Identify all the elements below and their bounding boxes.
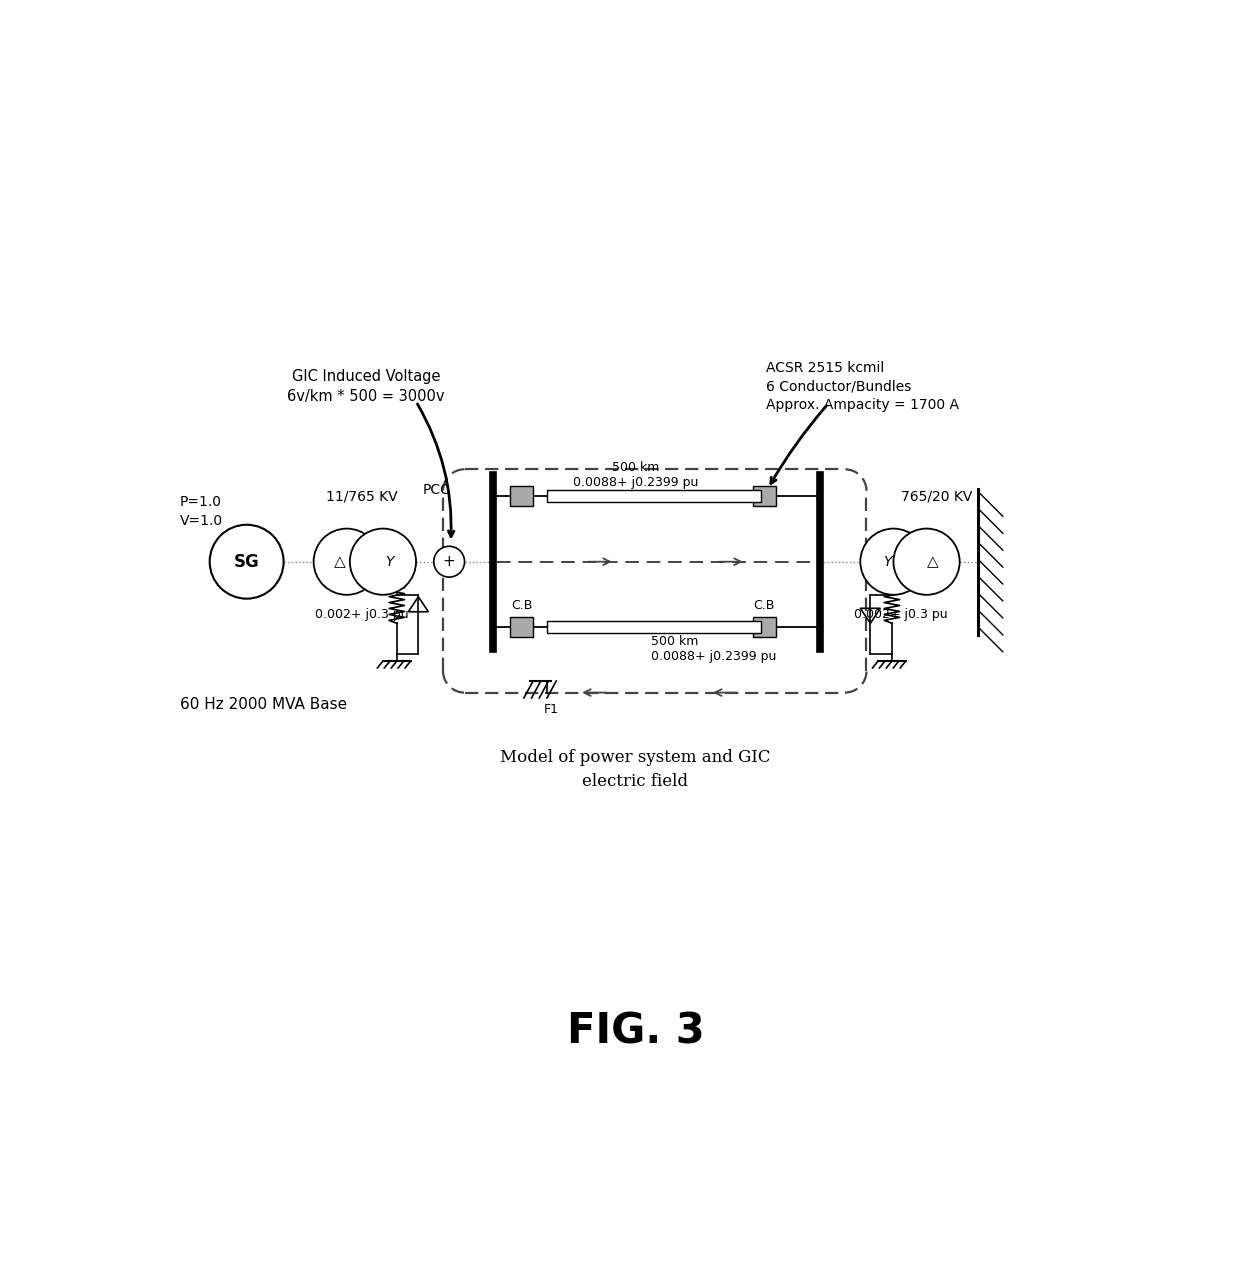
Circle shape bbox=[210, 525, 284, 599]
Bar bbox=[510, 617, 533, 637]
Text: ACSR 2515 kcmil
6 Conductor/Bundles
Approx. Ampacity = 1700 A: ACSR 2515 kcmil 6 Conductor/Bundles Appr… bbox=[766, 361, 960, 412]
Text: F1: F1 bbox=[543, 703, 558, 716]
Bar bbox=[547, 621, 761, 634]
Bar bbox=[510, 486, 533, 507]
Bar bbox=[753, 617, 776, 637]
Circle shape bbox=[434, 547, 465, 577]
Text: 500 km
0.0088+ j0.2399 pu: 500 km 0.0088+ j0.2399 pu bbox=[573, 461, 698, 489]
Text: 0.002+ j0.3 pu: 0.002+ j0.3 pu bbox=[854, 608, 947, 621]
Text: 11/765 KV: 11/765 KV bbox=[326, 490, 398, 504]
Bar bbox=[753, 486, 776, 507]
Text: 765/20 KV: 765/20 KV bbox=[901, 490, 972, 504]
Circle shape bbox=[861, 529, 926, 595]
Text: +: + bbox=[443, 554, 455, 570]
Text: PCC: PCC bbox=[423, 483, 450, 497]
Text: △: △ bbox=[334, 554, 346, 570]
Circle shape bbox=[350, 529, 417, 595]
Text: GIC Induced Voltage
6v/km * 500 = 3000v: GIC Induced Voltage 6v/km * 500 = 3000v bbox=[288, 369, 445, 404]
Circle shape bbox=[314, 529, 379, 595]
Text: △: △ bbox=[926, 554, 939, 570]
Text: Y: Y bbox=[883, 554, 892, 568]
Text: SG: SG bbox=[234, 553, 259, 571]
Text: C.B: C.B bbox=[511, 599, 532, 612]
Text: 60 Hz 2000 MVA Base: 60 Hz 2000 MVA Base bbox=[180, 696, 347, 712]
Text: P=1.0
V=1.0: P=1.0 V=1.0 bbox=[180, 495, 223, 529]
Text: 500 km
0.0088+ j0.2399 pu: 500 km 0.0088+ j0.2399 pu bbox=[651, 635, 776, 663]
Text: Model of power system and GIC
electric field: Model of power system and GIC electric f… bbox=[500, 749, 771, 791]
Text: C.B: C.B bbox=[754, 599, 775, 612]
Text: 0.002+ j0.3 pu: 0.002+ j0.3 pu bbox=[315, 608, 409, 621]
Circle shape bbox=[894, 529, 960, 595]
Text: FIG. 3: FIG. 3 bbox=[567, 1010, 704, 1052]
Text: Y: Y bbox=[384, 554, 393, 568]
Bar bbox=[547, 490, 761, 503]
